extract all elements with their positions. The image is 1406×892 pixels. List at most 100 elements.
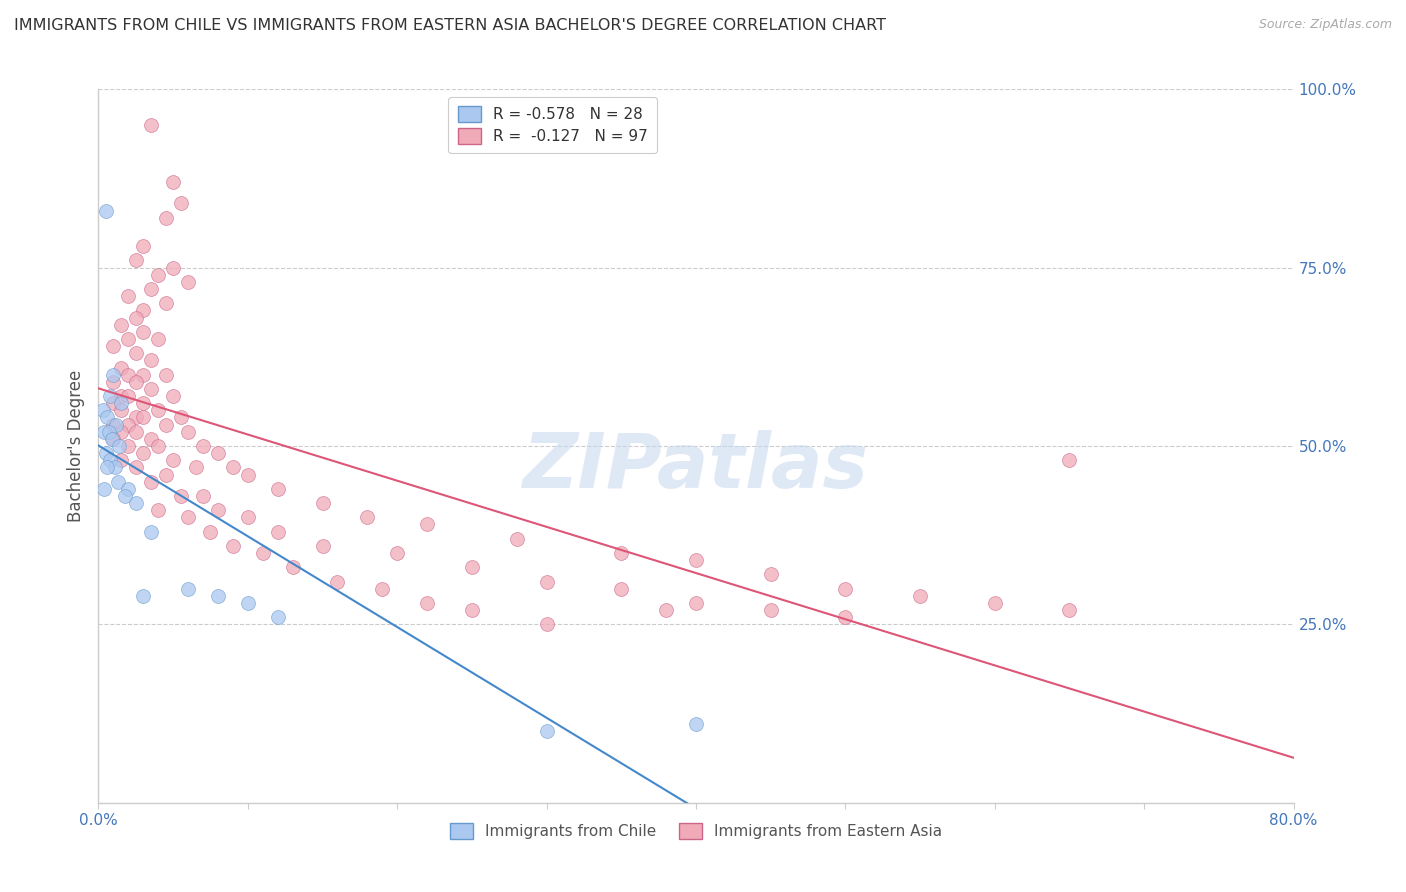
Point [1059, 453, 1081, 467]
Point [281, 560, 304, 574]
Point [107, 475, 129, 489]
Point [191, 489, 214, 503]
Legend: Immigrants from Chile, Immigrants from Eastern Asia: Immigrants from Chile, Immigrants from E… [443, 817, 949, 845]
Point [207, 446, 229, 460]
Point [97, 425, 120, 439]
Point [162, 260, 184, 275]
Point [834, 582, 856, 596]
Point [139, 382, 162, 396]
Point [148, 439, 170, 453]
Point [105, 417, 128, 432]
Point [685, 596, 707, 610]
Point [139, 524, 162, 539]
Point [1059, 603, 1081, 617]
Point [101, 432, 124, 446]
Point [139, 353, 162, 368]
Point [177, 275, 200, 289]
Point [98, 389, 122, 403]
Point [103, 417, 125, 432]
Point [184, 460, 207, 475]
Point [104, 460, 127, 475]
Point [267, 610, 290, 624]
Point [132, 239, 155, 253]
Point [461, 560, 484, 574]
Point [148, 268, 170, 282]
Point [759, 567, 782, 582]
Point [132, 396, 155, 410]
Point [162, 389, 184, 403]
Point [117, 439, 139, 453]
Point [132, 325, 155, 339]
Point [139, 118, 162, 132]
Point [110, 318, 132, 332]
Point [207, 589, 229, 603]
Point [536, 617, 558, 632]
Point [356, 510, 378, 524]
Point [94, 446, 117, 460]
Point [117, 482, 139, 496]
Point [125, 375, 148, 389]
Point [125, 410, 148, 425]
Point [103, 396, 125, 410]
Point [125, 496, 148, 510]
Point [984, 596, 1007, 610]
Point [110, 396, 132, 410]
Point [110, 389, 132, 403]
Point [103, 432, 125, 446]
Point [759, 603, 782, 617]
Point [132, 446, 155, 460]
Point [222, 539, 245, 553]
Point [155, 417, 177, 432]
Point [139, 432, 162, 446]
Point [148, 403, 170, 417]
Point [132, 410, 155, 425]
Point [132, 303, 155, 318]
Point [139, 282, 162, 296]
Point [98, 453, 122, 467]
Point [610, 582, 633, 596]
Point [461, 603, 484, 617]
Point [117, 368, 139, 382]
Point [834, 610, 856, 624]
Point [110, 453, 132, 467]
Text: IMMIGRANTS FROM CHILE VS IMMIGRANTS FROM EASTERN ASIA BACHELOR'S DEGREE CORRELAT: IMMIGRANTS FROM CHILE VS IMMIGRANTS FROM… [14, 18, 886, 33]
Point [200, 524, 222, 539]
Point [125, 346, 148, 360]
Point [169, 196, 191, 211]
Point [416, 517, 439, 532]
Point [103, 375, 125, 389]
Point [371, 582, 394, 596]
Point [536, 724, 558, 739]
Point [117, 417, 139, 432]
Point [506, 532, 529, 546]
Point [103, 339, 125, 353]
Point [110, 425, 132, 439]
Point [222, 460, 245, 475]
Point [148, 332, 170, 346]
Point [908, 589, 931, 603]
Point [110, 360, 132, 375]
Point [177, 510, 200, 524]
Point [236, 467, 259, 482]
Point [236, 596, 259, 610]
Point [155, 211, 177, 225]
Point [155, 368, 177, 382]
Y-axis label: Bachelor's Degree: Bachelor's Degree [66, 370, 84, 522]
Point [103, 368, 125, 382]
Point [117, 332, 139, 346]
Point [155, 296, 177, 310]
Point [610, 546, 633, 560]
Text: ZIPatlas: ZIPatlas [523, 431, 869, 504]
Point [139, 475, 162, 489]
Point [685, 717, 707, 731]
Point [252, 546, 274, 560]
Point [267, 524, 290, 539]
Point [536, 574, 558, 589]
Point [236, 510, 259, 524]
Point [96, 460, 118, 475]
Point [110, 403, 132, 417]
Point [148, 503, 170, 517]
Point [191, 439, 214, 453]
Point [162, 175, 184, 189]
Point [125, 253, 148, 268]
